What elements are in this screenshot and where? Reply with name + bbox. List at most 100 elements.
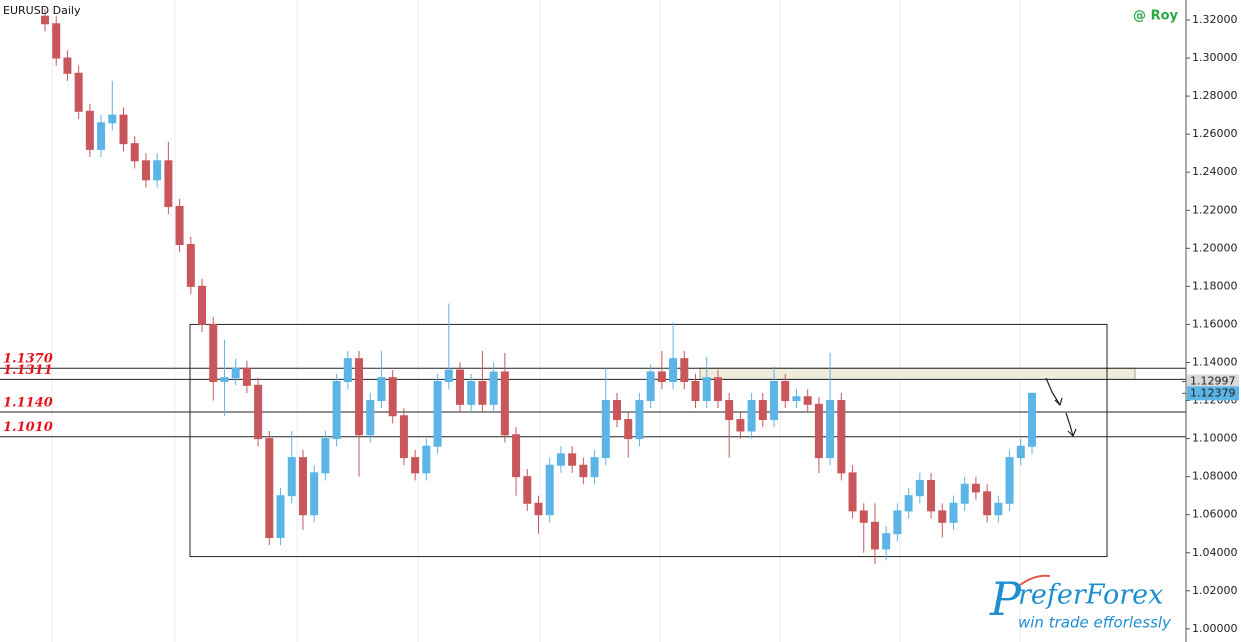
candle-body: [500, 371, 509, 436]
candle-body: [938, 510, 947, 523]
candle-body: [467, 381, 476, 405]
candle-body: [657, 371, 666, 383]
candle-body: [108, 114, 117, 124]
candle-body: [119, 114, 128, 145]
level-label: 1.1140: [3, 395, 53, 410]
candle-body: [770, 381, 779, 421]
candle-body: [355, 358, 364, 436]
candle-body: [399, 415, 408, 459]
candle-body: [870, 521, 879, 550]
candle-body: [545, 464, 554, 516]
candle-body: [512, 434, 521, 478]
chart-title: EURUSD Daily: [3, 4, 81, 17]
candle-body: [97, 122, 106, 150]
candle-body: [826, 400, 835, 459]
price-marker-label: 1.12379: [1190, 386, 1236, 399]
candle-body: [601, 400, 610, 459]
candle-body: [624, 419, 633, 440]
candle-body: [41, 15, 49, 25]
candle-body: [613, 400, 622, 421]
candle-body: [231, 367, 240, 379]
y-tick-label: 1.14000: [1192, 355, 1238, 368]
candle-body: [848, 472, 857, 512]
arrows: [1045, 377, 1077, 438]
candle-body: [590, 457, 599, 478]
candle-body: [758, 400, 767, 421]
candle-body: [209, 323, 218, 383]
candle-body: [893, 510, 902, 535]
logo-tagline: win trade efforlessly: [1018, 614, 1172, 632]
logo-p: P: [989, 572, 1022, 626]
candle-body: [366, 400, 375, 436]
candle-body: [1028, 392, 1036, 447]
logo: P referForex win trade efforlessly: [989, 572, 1172, 632]
candle-body: [859, 510, 868, 523]
y-tick-label: 1.26000: [1192, 127, 1238, 140]
candle-body: [287, 457, 296, 497]
y-tick-label: 1.22000: [1192, 203, 1238, 216]
candle-body: [343, 358, 352, 383]
candle-body: [523, 476, 532, 504]
candle-body: [422, 445, 431, 474]
logo-swoosh: [1019, 574, 1051, 586]
candle-body: [141, 160, 150, 181]
candle-body: [130, 143, 139, 162]
y-tick-label: 1.02000: [1192, 584, 1238, 597]
candle-body: [691, 381, 700, 402]
candle-body: [803, 396, 812, 405]
layer: [0, 8, 1186, 565]
y-tick-label: 1.00000: [1192, 622, 1238, 635]
candle-body: [983, 491, 992, 516]
candle-body: [680, 358, 689, 383]
candle-body: [265, 438, 274, 539]
candle-body: [882, 533, 891, 550]
candle-body: [646, 371, 655, 402]
candle-body: [781, 381, 790, 402]
candle-body: [814, 403, 823, 459]
candle-body: [74, 72, 83, 112]
candle-body: [736, 419, 745, 432]
candle-body: [635, 400, 644, 440]
range-box: [189, 323, 1108, 558]
candle-body: [298, 457, 307, 516]
candle-body: [1005, 457, 1014, 504]
y-tick-label: 1.32000: [1192, 13, 1238, 26]
level-label: 1.1010: [3, 420, 53, 435]
candle-body: [1016, 445, 1025, 459]
candle-body: [153, 160, 162, 181]
candle-body: [568, 453, 577, 466]
candle-body: [949, 502, 958, 523]
candle-body: [927, 479, 936, 512]
y-tick-label: 1.04000: [1192, 546, 1238, 559]
candle-body: [254, 384, 263, 440]
y-tick-label: 1.30000: [1192, 51, 1238, 64]
y-tick-label: 1.06000: [1192, 508, 1238, 521]
candle-body: [321, 438, 330, 474]
candle-body: [713, 377, 722, 402]
price-marker-label: 1.12997: [1190, 375, 1236, 388]
candle-body: [377, 377, 386, 402]
candle-body: [534, 502, 543, 516]
candle-body: [85, 110, 94, 150]
time-grid: [51, 0, 1021, 642]
y-tick-label: 1.08000: [1192, 470, 1238, 483]
y-tick-label: 1.18000: [1192, 279, 1238, 292]
candle-body: [960, 483, 969, 504]
candle-body: [747, 400, 756, 432]
logo-brand: referForex: [1018, 580, 1163, 611]
candle-body: [669, 358, 678, 383]
candle-body: [455, 369, 464, 405]
candle-body: [915, 479, 924, 497]
candle-body: [198, 285, 207, 325]
author: @ Roy: [1133, 9, 1178, 24]
candle-body: [52, 23, 61, 59]
candle-body: [444, 369, 453, 383]
candle-body: [63, 57, 72, 74]
price-marker-box: [1187, 374, 1239, 389]
y-tick-label: 1.10000: [1192, 432, 1238, 445]
price-marker-box: [1187, 386, 1239, 401]
candle-body: [388, 377, 397, 417]
candle-body: [579, 464, 588, 478]
candle-body: [242, 367, 251, 386]
